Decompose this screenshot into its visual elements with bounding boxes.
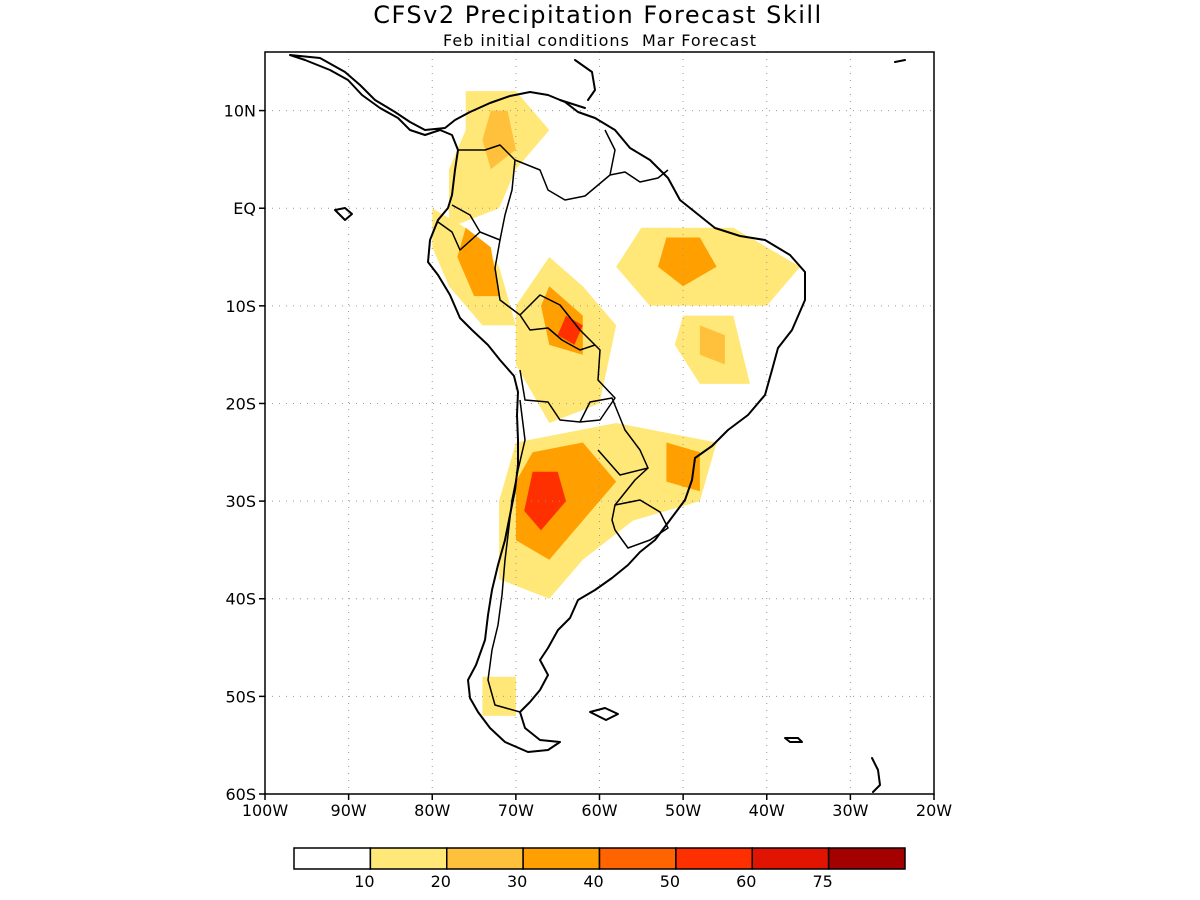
colorbar-swatch	[751, 847, 830, 870]
x-tick-label: 30W	[832, 801, 868, 820]
colorbar-label: 75	[812, 872, 832, 891]
caribbean-islands	[559, 59, 906, 109]
y-tick-label: 30S	[225, 492, 256, 511]
border-ecuador	[437, 221, 481, 251]
map-title: CFSv2 Precipitation Forecast Skill	[373, 1, 822, 29]
x-tick-label: 80W	[414, 801, 450, 820]
galapagos-islands	[334, 207, 353, 221]
skill-shading-layer	[432, 91, 801, 716]
x-tick-label: 50W	[665, 801, 701, 820]
border-guianas	[609, 169, 669, 183]
skill-region-level-1	[482, 676, 516, 716]
colorbar: 10 20 30 40 50 60 75	[293, 847, 906, 891]
y-tick-label: 10S	[225, 297, 256, 316]
skill-region-level-2	[699, 325, 725, 365]
colorbar-swatch	[598, 847, 677, 870]
border-colombia	[451, 144, 516, 241]
x-tick-label: 20W	[916, 801, 952, 820]
y-tick-label: EQ	[233, 199, 256, 218]
south-georgia-island	[784, 737, 803, 743]
border-chile-argentina	[487, 399, 526, 713]
colorbar-label: 60	[736, 872, 756, 891]
skill-region-level-3	[457, 227, 500, 297]
skill-region-level-5	[557, 315, 583, 345]
border-paraguay	[579, 397, 649, 476]
border-venezuela	[514, 129, 616, 201]
border-bolivia	[519, 294, 616, 423]
south-america-coastline	[289, 54, 806, 753]
skill-region-level-2	[482, 110, 516, 170]
longitude-axis: 100W 90W 80W 70W 60W 50W 40W 30W 20W	[242, 794, 952, 820]
x-tick-label: 90W	[331, 801, 367, 820]
coastlines	[289, 54, 906, 793]
map-subtitle: Feb initial conditions Mar Forecast	[443, 31, 757, 50]
colorbar-swatch	[446, 847, 524, 870]
south-sandwich-islands	[871, 757, 881, 793]
country-borders	[437, 129, 669, 713]
x-tick-label: 40W	[749, 801, 785, 820]
latitude-axis: 10N EQ 10S 20S 30S 40S 50S 60S	[224, 102, 265, 804]
colorbar-swatch	[293, 847, 372, 870]
colorbar-label: 20	[431, 872, 451, 891]
colorbar-label: 40	[583, 872, 603, 891]
colorbar-label: 30	[507, 872, 527, 891]
colorbar-swatch	[369, 847, 448, 870]
border-peru-brazil	[494, 239, 596, 351]
x-tick-label: 100W	[242, 801, 289, 820]
y-tick-label: 10N	[224, 102, 256, 121]
y-tick-label: 20S	[225, 394, 256, 413]
y-tick-label: 50S	[225, 687, 256, 706]
border-uruguay	[614, 499, 669, 549]
colorbar-label: 10	[354, 872, 374, 891]
colorbar-swatch	[522, 847, 601, 870]
colorbar-swatch	[675, 847, 753, 870]
colorbar-label: 50	[660, 872, 680, 891]
y-tick-label: 60S	[225, 785, 256, 804]
graticule	[265, 52, 934, 794]
y-tick-label: 40S	[225, 590, 256, 609]
falkland-islands	[589, 707, 619, 721]
skill-region-level-3	[658, 237, 717, 287]
x-tick-label: 60W	[581, 801, 617, 820]
x-tick-label: 70W	[498, 801, 534, 820]
colorbar-swatch	[827, 847, 906, 870]
